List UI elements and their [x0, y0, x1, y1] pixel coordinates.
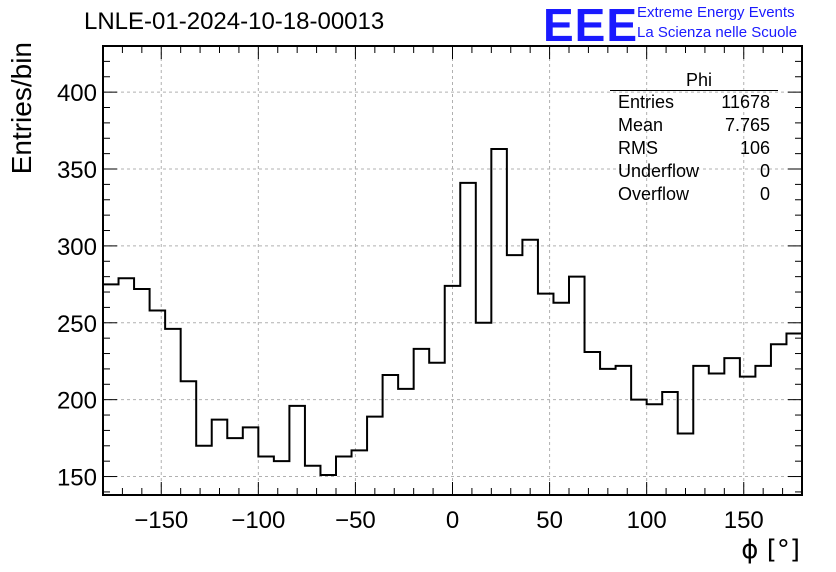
y-tick-label: 250	[57, 311, 97, 338]
eee-logo: EEE	[543, 0, 639, 51]
stats-row-entries: Entries 11678	[610, 91, 778, 114]
x-tick-label: 100	[627, 507, 667, 534]
logo-line-2: La Scienza nelle Scuole	[637, 24, 798, 41]
y-tick-labels: 150 200 250 300 350 400	[57, 80, 97, 491]
x-tick-label: 0	[446, 507, 459, 534]
stats-value: 11678	[721, 92, 770, 112]
y-tick-label: 400	[57, 80, 97, 107]
stats-label: RMS	[618, 138, 658, 158]
x-axis-label: ϕ [°]	[741, 535, 800, 565]
x-tick-labels: −150 −100 −50 0 50 100 150	[134, 507, 764, 534]
y-tick-label: 300	[57, 234, 97, 261]
stats-label: Entries	[618, 92, 675, 112]
plot-title: LNLE-01-2024-10-18-00013	[84, 8, 385, 35]
x-tick-label: 50	[536, 507, 563, 534]
stats-value: 0	[759, 184, 770, 204]
stats-row-underflow: Underflow 0	[610, 160, 778, 183]
logo-line-1: Extreme Energy Events	[637, 4, 795, 21]
stats-label: Underflow	[618, 161, 700, 181]
stats-label: Overflow	[618, 184, 690, 204]
x-tick-label: 150	[724, 507, 764, 534]
x-tick-label: −50	[335, 507, 376, 534]
y-tick-label: 350	[57, 157, 97, 184]
y-tick-label: 150	[57, 465, 97, 492]
stats-label: Mean	[618, 115, 664, 135]
y-tick-label: 200	[57, 388, 97, 415]
stats-box-name: Phi	[610, 70, 778, 91]
grid-lines	[103, 46, 802, 495]
y-axis-label: Entries/bin	[6, 42, 37, 174]
stats-row-mean: Mean 7.765	[610, 114, 778, 137]
stats-row-rms: RMS 106	[610, 137, 778, 160]
stats-box: Phi Entries 11678 Mean 7.765 RMS 106 Und…	[610, 70, 778, 206]
x-tick-label: −150	[134, 507, 188, 534]
stats-value: 0	[759, 161, 770, 181]
stats-row-overflow: Overflow 0	[610, 183, 778, 206]
stats-value: 106	[739, 138, 770, 158]
stats-value: 7.765	[724, 115, 770, 135]
axis-ticks	[102, 45, 803, 495]
x-tick-label: −100	[231, 507, 285, 534]
histogram-line	[103, 148, 802, 477]
